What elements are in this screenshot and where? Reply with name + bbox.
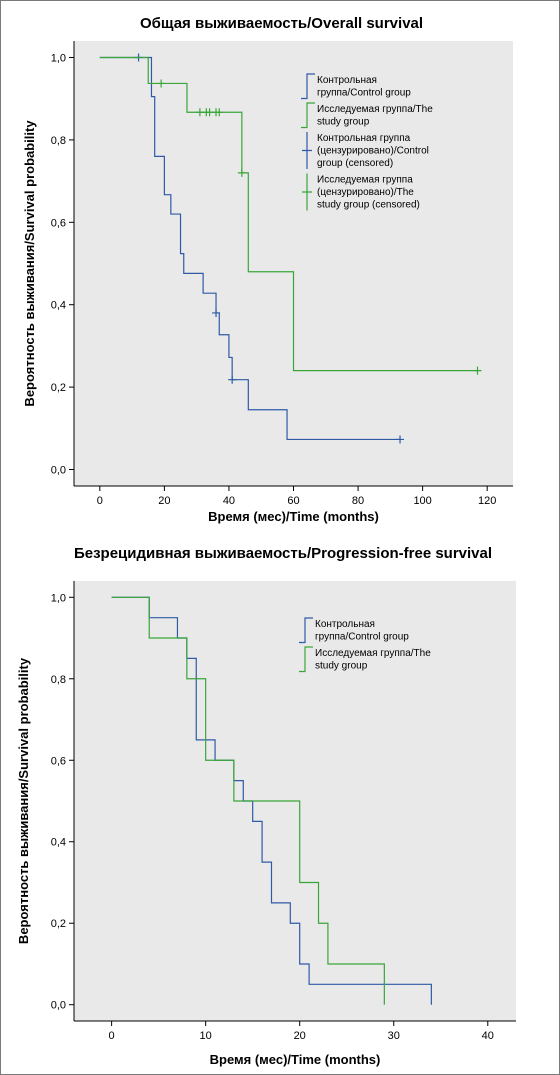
chart-1: Общая выживаемость/Overall survival Время… bbox=[22, 15, 513, 524]
legend-label: Исследуемая группа/The bbox=[315, 648, 431, 659]
legend-swatch-study-censored bbox=[302, 173, 312, 211]
x-tick-label: 20 bbox=[294, 1030, 306, 1042]
x-tick-label: 100 bbox=[413, 495, 431, 507]
chart-title: Общая выживаемость/Overall survival bbox=[140, 15, 423, 32]
legend-label: study group bbox=[317, 117, 370, 128]
legend-label: Контрольная bbox=[315, 619, 375, 630]
y-tick-label: 0,0 bbox=[51, 1000, 66, 1012]
legend-swatch-study bbox=[299, 646, 313, 673]
legend-label: study group bbox=[315, 661, 368, 672]
legend-label: группа/Control group bbox=[315, 632, 409, 643]
y-tick-label: 1,0 bbox=[51, 592, 66, 604]
chart-2: Безрецидивная выживаемость/Progression-f… bbox=[16, 545, 516, 1067]
censor-mark-control bbox=[396, 435, 405, 444]
legend-swatch-control-censored bbox=[302, 132, 312, 169]
legend-label: группа/Control group bbox=[317, 88, 411, 99]
y-tick-label: 0,2 bbox=[51, 918, 66, 930]
x-tick-label: 60 bbox=[287, 495, 299, 507]
legend-label: study group (censored) bbox=[317, 200, 420, 211]
censor-mark-study bbox=[237, 168, 246, 177]
y-tick-label: 0,2 bbox=[51, 382, 66, 394]
x-axis-label: Время (мес)/Time (months) bbox=[210, 1052, 381, 1067]
legend-label: (цензурировано)/Control bbox=[317, 146, 429, 157]
y-tick-label: 0,6 bbox=[51, 217, 66, 229]
legend-label: group (censored) bbox=[317, 158, 393, 169]
legend-swatch-control bbox=[301, 73, 315, 100]
series-line-study bbox=[111, 596, 385, 1005]
x-tick-label: 120 bbox=[478, 495, 496, 507]
x-tick-label: 0 bbox=[97, 495, 103, 507]
censor-mark-study bbox=[157, 79, 166, 88]
x-tick-label: 40 bbox=[223, 495, 235, 507]
plot-area bbox=[74, 41, 513, 486]
censor-mark-study bbox=[473, 366, 482, 375]
x-tick-label: 10 bbox=[200, 1030, 212, 1042]
legend-label: Исследуемая группа/The bbox=[317, 104, 433, 115]
y-axis-label: Вероятность выживания/Survival probabili… bbox=[16, 657, 31, 944]
x-axis-label: Время (мес)/Time (months) bbox=[208, 509, 379, 524]
series-line-study bbox=[99, 56, 478, 372]
legend-label: Контрольная bbox=[317, 75, 377, 86]
legend-swatch-study bbox=[301, 102, 315, 129]
x-tick-label: 20 bbox=[158, 495, 170, 507]
legend-swatch-control bbox=[299, 617, 313, 644]
x-tick-label: 30 bbox=[388, 1030, 400, 1042]
legend-label: Исследуемая группа bbox=[317, 175, 413, 186]
y-tick-label: 0,0 bbox=[51, 465, 66, 477]
censor-mark-study bbox=[215, 108, 224, 117]
x-tick-label: 80 bbox=[352, 495, 364, 507]
censor-mark-control bbox=[212, 308, 221, 317]
censor-mark-control bbox=[228, 375, 237, 384]
y-tick-label: 0,6 bbox=[51, 755, 66, 767]
legend-label: Контрольная группа bbox=[317, 133, 411, 144]
chart-title: Безрецидивная выживаемость/Progression-f… bbox=[74, 545, 492, 562]
y-tick-label: 0,4 bbox=[51, 300, 66, 312]
x-tick-label: 40 bbox=[482, 1030, 494, 1042]
y-axis-label: Вероятность выживания/Survival probabili… bbox=[22, 120, 37, 407]
y-tick-label: 0,8 bbox=[51, 135, 66, 147]
y-tick-label: 0,8 bbox=[51, 674, 66, 686]
legend-label: (цензурировано)/The bbox=[317, 187, 414, 198]
y-tick-label: 1,0 bbox=[51, 52, 66, 64]
y-tick-label: 0,4 bbox=[51, 837, 66, 849]
series-line-control bbox=[99, 56, 401, 441]
x-tick-label: 0 bbox=[109, 1030, 115, 1042]
